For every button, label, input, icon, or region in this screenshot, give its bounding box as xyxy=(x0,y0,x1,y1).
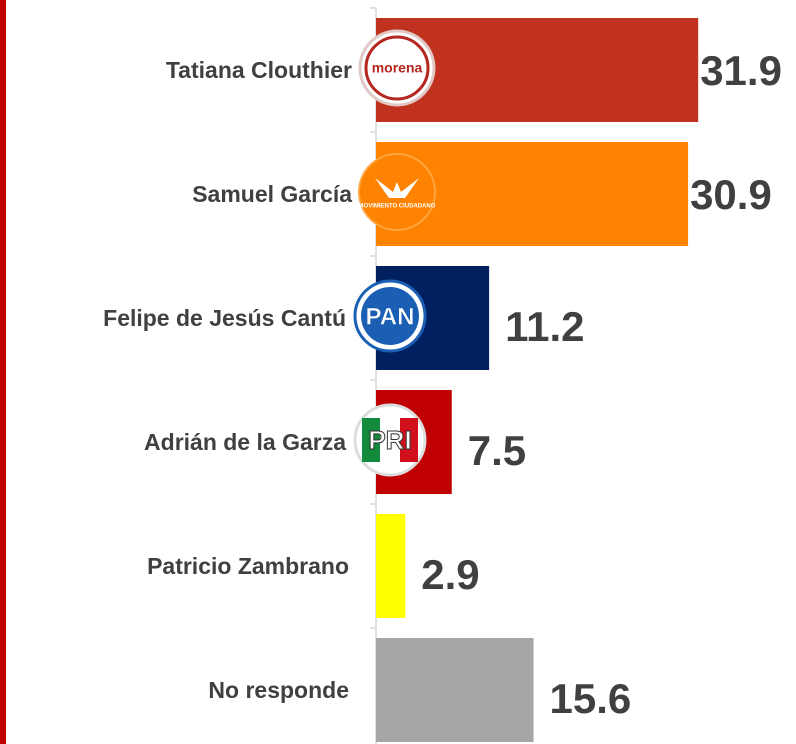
logo-text: morena xyxy=(372,60,423,76)
value-label: 15.6 xyxy=(550,675,632,722)
value-label: 7.5 xyxy=(468,427,526,474)
category-label: No responde xyxy=(208,677,349,703)
category-label: Patricio Zambrano xyxy=(147,553,349,579)
logo-red xyxy=(400,418,418,462)
category-label: Adrián de la Garza xyxy=(144,429,346,455)
value-label: 2.9 xyxy=(421,551,479,598)
left-border xyxy=(0,0,6,744)
logo-green xyxy=(362,418,380,462)
value-label: 11.2 xyxy=(505,303,584,350)
logo-text: PRI xyxy=(368,425,411,455)
party-logo: MOVIMIENTO CIUDADANO xyxy=(358,153,436,231)
party-logo: PAN xyxy=(353,279,427,353)
logo-text: MOVIMIENTO CIUDADANO xyxy=(359,204,436,210)
party-logo: PRI xyxy=(353,403,427,477)
logo-text: PAN xyxy=(366,303,415,330)
bar xyxy=(376,638,534,742)
category-label: Felipe de Jesús Cantú xyxy=(103,305,346,331)
axis-ticks xyxy=(370,7,376,629)
logo-ring xyxy=(364,35,430,101)
party-logo: morena xyxy=(358,29,436,107)
bar xyxy=(376,514,406,618)
value-label: 30.9 xyxy=(690,171,772,218)
logo-inner xyxy=(361,287,419,345)
value-label: 31.9 xyxy=(700,47,782,94)
category-label: Tatiana Clouthier xyxy=(166,57,352,83)
logo-bird xyxy=(375,178,419,198)
category-label: Samuel García xyxy=(192,181,352,207)
